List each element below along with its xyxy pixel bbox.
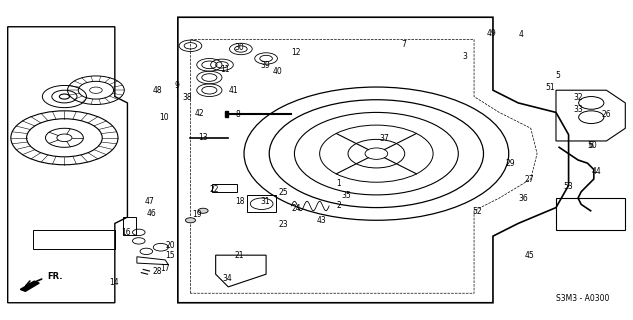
Text: 45: 45 xyxy=(525,251,534,260)
Text: 51: 51 xyxy=(545,83,555,92)
Text: 25: 25 xyxy=(279,188,289,197)
Text: 49: 49 xyxy=(487,28,496,38)
Circle shape xyxy=(198,208,208,213)
Text: 14: 14 xyxy=(109,278,118,287)
Text: 7: 7 xyxy=(401,40,406,49)
Text: S3M3 - A0300: S3M3 - A0300 xyxy=(556,294,610,303)
Text: 16: 16 xyxy=(122,228,131,237)
Text: 6: 6 xyxy=(588,141,593,150)
Text: 2: 2 xyxy=(336,202,341,211)
Text: 18: 18 xyxy=(235,197,244,206)
Text: 19: 19 xyxy=(192,210,201,219)
Text: 12: 12 xyxy=(292,48,301,57)
Text: 5: 5 xyxy=(555,71,560,80)
Text: 34: 34 xyxy=(222,274,232,283)
Bar xyxy=(225,111,229,117)
Text: 21: 21 xyxy=(235,251,244,260)
Text: 29: 29 xyxy=(506,159,515,168)
Text: 36: 36 xyxy=(518,194,528,203)
Text: 47: 47 xyxy=(144,197,154,206)
Text: 26: 26 xyxy=(601,109,611,118)
Text: 15: 15 xyxy=(165,251,175,260)
Text: 4: 4 xyxy=(519,30,523,39)
Text: 17: 17 xyxy=(160,264,170,273)
Text: 8: 8 xyxy=(235,109,240,118)
Bar xyxy=(123,217,135,235)
Text: 30: 30 xyxy=(235,43,244,52)
Text: 42: 42 xyxy=(195,108,204,117)
Text: 13: 13 xyxy=(198,133,208,142)
Text: FR.: FR. xyxy=(47,272,62,281)
Text: 41: 41 xyxy=(229,86,238,95)
Text: 24: 24 xyxy=(292,204,301,213)
Text: 53: 53 xyxy=(564,182,573,191)
Bar xyxy=(247,195,275,212)
Text: 38: 38 xyxy=(182,93,192,102)
Text: 37: 37 xyxy=(380,134,389,143)
Text: 1: 1 xyxy=(336,179,341,188)
Text: 23: 23 xyxy=(279,220,289,228)
Polygon shape xyxy=(20,281,39,291)
Text: 35: 35 xyxy=(342,191,351,200)
Text: 33: 33 xyxy=(573,105,583,114)
Text: 28: 28 xyxy=(153,267,163,276)
Text: 50: 50 xyxy=(587,141,598,150)
Text: 20: 20 xyxy=(165,241,175,250)
Text: 22: 22 xyxy=(210,185,219,194)
Text: 46: 46 xyxy=(146,209,156,219)
Text: 9: 9 xyxy=(174,81,179,90)
Circle shape xyxy=(185,218,196,223)
Text: 40: 40 xyxy=(273,67,282,76)
Text: 52: 52 xyxy=(472,207,482,216)
Text: 39: 39 xyxy=(260,61,270,70)
Text: 44: 44 xyxy=(592,167,602,176)
Text: 10: 10 xyxy=(159,113,169,122)
Text: 43: 43 xyxy=(316,216,327,225)
Text: 27: 27 xyxy=(525,175,534,184)
Text: 31: 31 xyxy=(260,197,270,206)
Text: 3: 3 xyxy=(462,52,467,61)
Text: 32: 32 xyxy=(573,93,583,102)
Text: 48: 48 xyxy=(153,86,163,95)
Text: 11: 11 xyxy=(220,65,230,74)
Bar xyxy=(212,184,237,192)
